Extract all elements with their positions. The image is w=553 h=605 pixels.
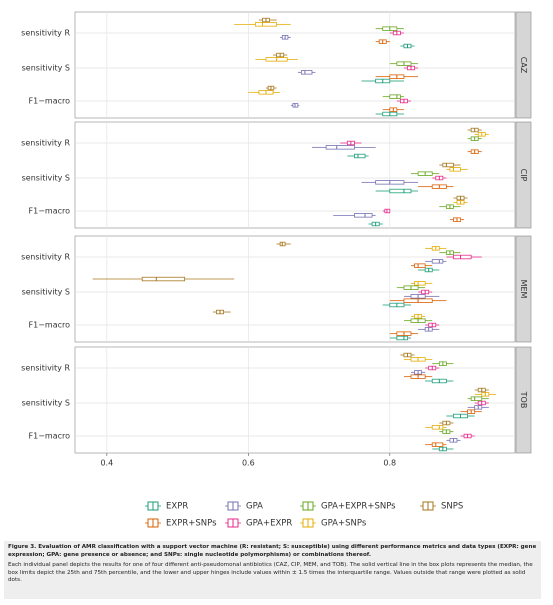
box xyxy=(442,162,454,168)
panel xyxy=(74,121,516,229)
y-tick-label: sensitivity S xyxy=(22,174,70,183)
box xyxy=(431,425,444,430)
box xyxy=(470,396,483,401)
box xyxy=(431,442,444,447)
strip xyxy=(515,235,532,343)
box xyxy=(389,188,412,194)
strip xyxy=(515,11,532,119)
y-tick-label: sensitivity R xyxy=(21,253,70,262)
panel xyxy=(74,346,516,454)
y-tick-label: sensitivity S xyxy=(22,64,70,73)
box xyxy=(453,254,472,260)
y-tick-label: F1−macro xyxy=(29,207,71,216)
caption: Figure 3. Evaluation of AMR classificati… xyxy=(4,541,541,599)
legend-label: GPA xyxy=(246,502,263,512)
strip xyxy=(515,121,532,229)
box xyxy=(300,70,313,75)
x-tick-label: 0.8 xyxy=(383,459,396,468)
box xyxy=(414,281,426,286)
panel xyxy=(74,11,516,119)
y-tick-label: sensitivity S xyxy=(22,399,70,408)
caption-title: Figure 3. Evaluation of AMR classificati… xyxy=(8,544,537,558)
box xyxy=(325,145,355,150)
caption-text: Each individual panel depicts the result… xyxy=(8,562,533,584)
box xyxy=(414,263,426,268)
legend-label: GPA+SNPs xyxy=(321,519,367,529)
legend-label: GPA+EXPR+SNPs xyxy=(321,502,396,512)
box xyxy=(354,213,373,218)
strip xyxy=(515,346,532,454)
y-tick-label: F1−macro xyxy=(29,97,71,106)
y-tick-label: sensitivity R xyxy=(21,364,70,373)
y-tick-label: sensitivity S xyxy=(22,288,70,297)
x-tick-label: 0.6 xyxy=(242,459,255,468)
box xyxy=(389,94,401,99)
strip-label: MEM xyxy=(519,280,528,299)
y-tick-label: sensitivity R xyxy=(21,139,70,148)
y-tick-label: F1−macro xyxy=(29,432,71,441)
box xyxy=(431,259,444,264)
legend-label: GPA+EXPR xyxy=(246,519,292,529)
strip-label: TOB xyxy=(519,391,528,409)
panel xyxy=(74,235,516,343)
strip-label: CAZ xyxy=(519,57,528,74)
legend-label: EXPR+SNPs xyxy=(166,519,217,529)
legend-label: SNPS xyxy=(441,502,463,512)
chart: CAZ sensitivity R sensitivity S F1−macro CIP… xyxy=(21,11,532,529)
box xyxy=(396,335,408,341)
x-tick-label: 0.4 xyxy=(100,459,113,468)
box xyxy=(141,276,186,282)
y-tick-label: F1−macro xyxy=(29,321,71,330)
legend-label: EXPR xyxy=(166,502,188,512)
strip-label: CIP xyxy=(519,169,528,182)
box xyxy=(254,22,278,27)
box xyxy=(354,153,366,159)
y-tick-label: sensitivity R xyxy=(21,29,70,38)
box xyxy=(449,167,461,172)
